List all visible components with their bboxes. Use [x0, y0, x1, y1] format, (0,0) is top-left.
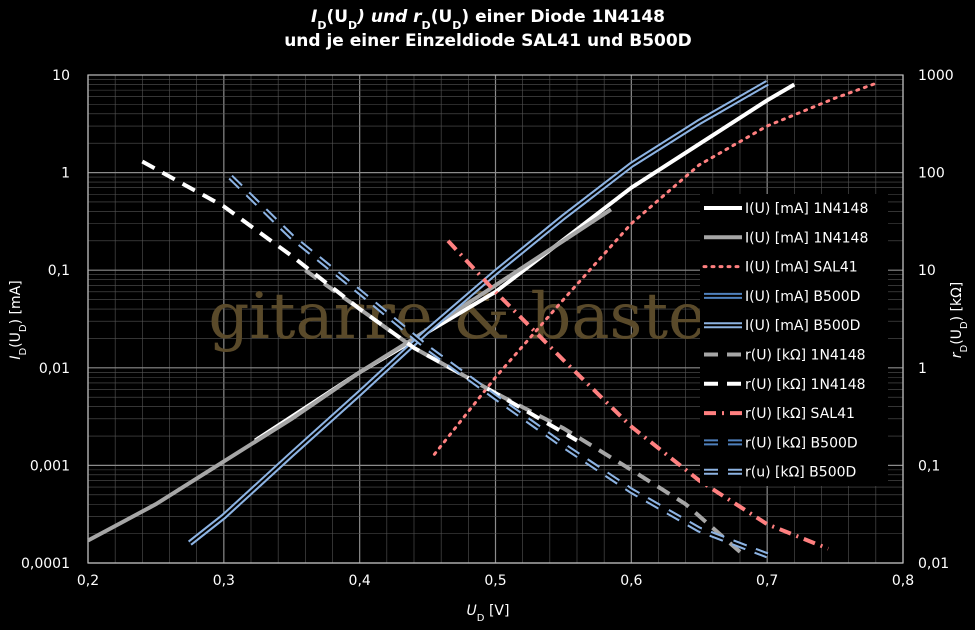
- series-7: [446, 239, 830, 551]
- y-axis-label-left: ID(UD) [mA]: [8, 280, 29, 359]
- axes-layer: 0,2 0,3 0,4 0,5 0,6 0,7 0,8 10 1 0,1 0,01 0,001 0,00…: [21, 68, 954, 589]
- y-right-tick-label: 100: [918, 166, 945, 182]
- legend-label: r(U) [kΩ] B500D: [745, 435, 858, 451]
- y-left-tick-label: 0,0001: [21, 556, 70, 572]
- y-right-tick-label: 1: [918, 361, 927, 377]
- legend-label: r(U) [kΩ] 1N4148: [745, 377, 866, 393]
- y-left-tick-label: 0,01: [39, 361, 70, 377]
- legend-item: I(U) [mA] 1N4148: [704, 230, 868, 246]
- y-right-tick-label: 0,1: [918, 458, 940, 474]
- legend-label: I(U) [mA] B500D: [745, 289, 860, 305]
- legend-item: I(U) [mA] B500D: [704, 318, 860, 334]
- legend-item: I(U) [mA] SAL41: [702, 260, 858, 276]
- series-line-inner: [189, 82, 768, 544]
- plot-frame: [87, 74, 904, 564]
- series-1: [87, 207, 613, 543]
- x-tick-label: 0,7: [756, 573, 778, 589]
- legend-label: I(U) [mA] B500D: [745, 318, 860, 334]
- series-line-inner: [229, 176, 768, 557]
- series-line: [446, 239, 830, 551]
- series-line: [432, 81, 878, 456]
- y-right-tick-label: 0,01: [918, 556, 949, 572]
- x-tick-label: 0,2: [77, 573, 99, 589]
- x-axis-label: UD [V]: [467, 603, 510, 624]
- y-right-tick-label: 1000: [918, 68, 954, 84]
- legend-item: r(U) [kΩ] 1N4148: [704, 377, 866, 393]
- legend-label: r(U) [kΩ] 1N4148: [745, 348, 866, 364]
- legend-item: r(U) [kΩ] SAL41: [704, 406, 855, 422]
- y-left-tick-label: 0,001: [30, 458, 70, 474]
- legend-label: r(U) [kΩ] SAL41: [745, 406, 855, 422]
- x-tick-label: 0,5: [484, 573, 506, 589]
- chart-title: ID(UD) und rD(UD) einer Diode 1N4148: [311, 7, 665, 32]
- legend-label: I(U) [mA] 1N4148: [745, 201, 868, 217]
- series-line-inner: [229, 176, 768, 557]
- series-layer: [87, 80, 878, 559]
- series-9: [228, 174, 769, 559]
- y-left-tick-label: 0,1: [48, 263, 70, 279]
- y-right-tick-label: 10: [918, 263, 936, 279]
- legend-item: I(U) [mA] 1N4148: [704, 201, 868, 217]
- x-tick-label: 0,8: [892, 573, 914, 589]
- series-line: [141, 159, 579, 443]
- legend-item: I(U) [mA] B500D: [704, 289, 860, 305]
- series-4: [188, 80, 769, 546]
- legend-label: r(u) [kΩ] B500D: [745, 465, 856, 481]
- legend-box: [700, 194, 888, 486]
- chart-subtitle: und je einer Einzeldiode SAL41 und B500D: [284, 31, 692, 51]
- legend-item: r(U) [kΩ] 1N4148: [704, 348, 866, 364]
- series-line-outline: [228, 174, 769, 559]
- legend-label: I(U) [mA] SAL41: [745, 260, 858, 276]
- legend: I(U) [mA] 1N4148 I(U) [mA] 1N4148 I(U) [mA…: [700, 194, 888, 486]
- x-tick-label: 0,4: [349, 573, 371, 589]
- series-6: [141, 159, 579, 443]
- series-line: [87, 207, 613, 543]
- y-left-tick-label: 10: [52, 68, 70, 84]
- series-2: [432, 81, 878, 456]
- series-8: [228, 174, 769, 559]
- y-axis-label-right: rD(UD) [kΩ]: [949, 282, 970, 359]
- x-tick-label: 0,6: [620, 573, 642, 589]
- series-line-outline: [228, 174, 769, 559]
- y-left-tick-label: 1: [61, 166, 70, 182]
- x-tick-label: 0,3: [213, 573, 235, 589]
- legend-item: r(u) [kΩ] B500D: [704, 465, 856, 481]
- legend-item: r(U) [kΩ] B500D: [704, 435, 858, 451]
- legend-label: I(U) [mA] 1N4148: [745, 230, 868, 246]
